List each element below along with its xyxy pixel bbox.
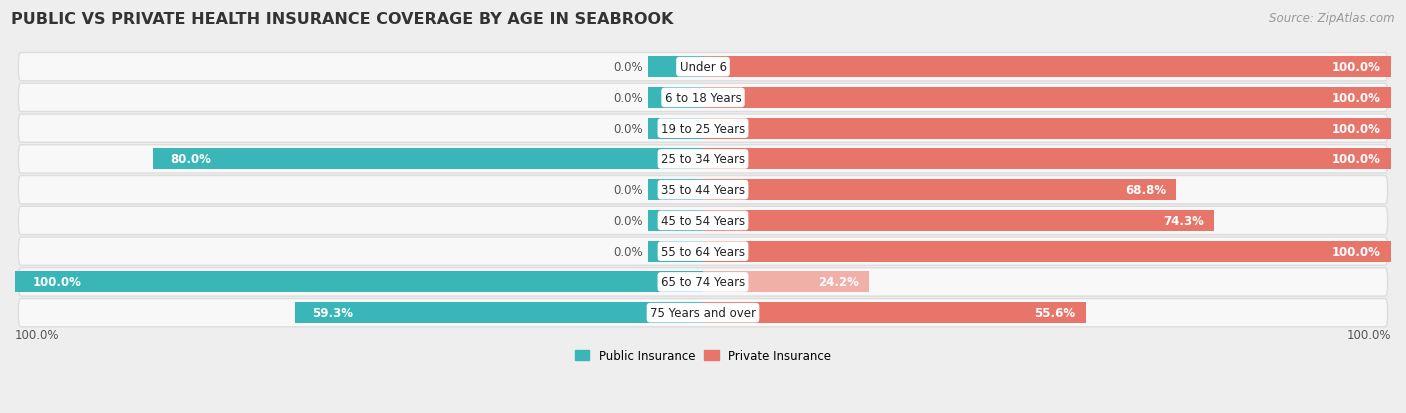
Bar xyxy=(703,211,1215,231)
Text: Source: ZipAtlas.com: Source: ZipAtlas.com xyxy=(1270,12,1395,25)
FancyBboxPatch shape xyxy=(18,176,1388,204)
Text: 100.0%: 100.0% xyxy=(1331,122,1381,135)
Text: 59.3%: 59.3% xyxy=(312,306,353,319)
Bar xyxy=(295,302,703,323)
Text: 35 to 44 Years: 35 to 44 Years xyxy=(661,184,745,197)
Text: 0.0%: 0.0% xyxy=(613,214,643,228)
Text: 45 to 54 Years: 45 to 54 Years xyxy=(661,214,745,228)
Bar xyxy=(703,241,1391,262)
Text: 100.0%: 100.0% xyxy=(1331,245,1381,258)
Bar xyxy=(703,180,1177,201)
FancyBboxPatch shape xyxy=(18,115,1388,143)
Text: 100.0%: 100.0% xyxy=(1347,328,1391,341)
Bar xyxy=(703,272,869,293)
Legend: Public Insurance, Private Insurance: Public Insurance, Private Insurance xyxy=(571,344,835,367)
Text: 100.0%: 100.0% xyxy=(1331,153,1381,166)
Bar xyxy=(648,211,703,231)
Text: 74.3%: 74.3% xyxy=(1163,214,1204,228)
Bar xyxy=(648,180,703,201)
Bar xyxy=(648,88,703,109)
Text: 55.6%: 55.6% xyxy=(1033,306,1076,319)
Text: 25 to 34 Years: 25 to 34 Years xyxy=(661,153,745,166)
Text: 0.0%: 0.0% xyxy=(613,245,643,258)
Text: Under 6: Under 6 xyxy=(679,61,727,74)
Bar xyxy=(648,119,703,139)
FancyBboxPatch shape xyxy=(18,299,1388,327)
Text: 100.0%: 100.0% xyxy=(1331,92,1381,104)
Bar xyxy=(703,149,1391,170)
Text: 0.0%: 0.0% xyxy=(613,92,643,104)
FancyBboxPatch shape xyxy=(18,145,1388,173)
Bar xyxy=(15,272,703,293)
Text: 68.8%: 68.8% xyxy=(1125,184,1166,197)
Text: 19 to 25 Years: 19 to 25 Years xyxy=(661,122,745,135)
Text: 6 to 18 Years: 6 to 18 Years xyxy=(665,92,741,104)
Text: 0.0%: 0.0% xyxy=(613,122,643,135)
FancyBboxPatch shape xyxy=(18,237,1388,266)
Bar xyxy=(703,302,1085,323)
FancyBboxPatch shape xyxy=(18,207,1388,235)
Bar xyxy=(703,88,1391,109)
Text: 0.0%: 0.0% xyxy=(613,61,643,74)
Bar xyxy=(153,149,703,170)
Text: 0.0%: 0.0% xyxy=(613,184,643,197)
Text: 100.0%: 100.0% xyxy=(32,276,82,289)
Bar xyxy=(648,57,703,78)
FancyBboxPatch shape xyxy=(18,84,1388,112)
Text: 75 Years and over: 75 Years and over xyxy=(650,306,756,319)
Text: PUBLIC VS PRIVATE HEALTH INSURANCE COVERAGE BY AGE IN SEABROOK: PUBLIC VS PRIVATE HEALTH INSURANCE COVER… xyxy=(11,12,673,27)
Bar xyxy=(648,241,703,262)
Text: 65 to 74 Years: 65 to 74 Years xyxy=(661,276,745,289)
Bar xyxy=(703,57,1391,78)
Text: 24.2%: 24.2% xyxy=(818,276,859,289)
FancyBboxPatch shape xyxy=(18,53,1388,82)
Text: 80.0%: 80.0% xyxy=(170,153,211,166)
FancyBboxPatch shape xyxy=(18,268,1388,297)
Bar xyxy=(703,119,1391,139)
Text: 100.0%: 100.0% xyxy=(15,328,59,341)
Text: 100.0%: 100.0% xyxy=(1331,61,1381,74)
Text: 55 to 64 Years: 55 to 64 Years xyxy=(661,245,745,258)
